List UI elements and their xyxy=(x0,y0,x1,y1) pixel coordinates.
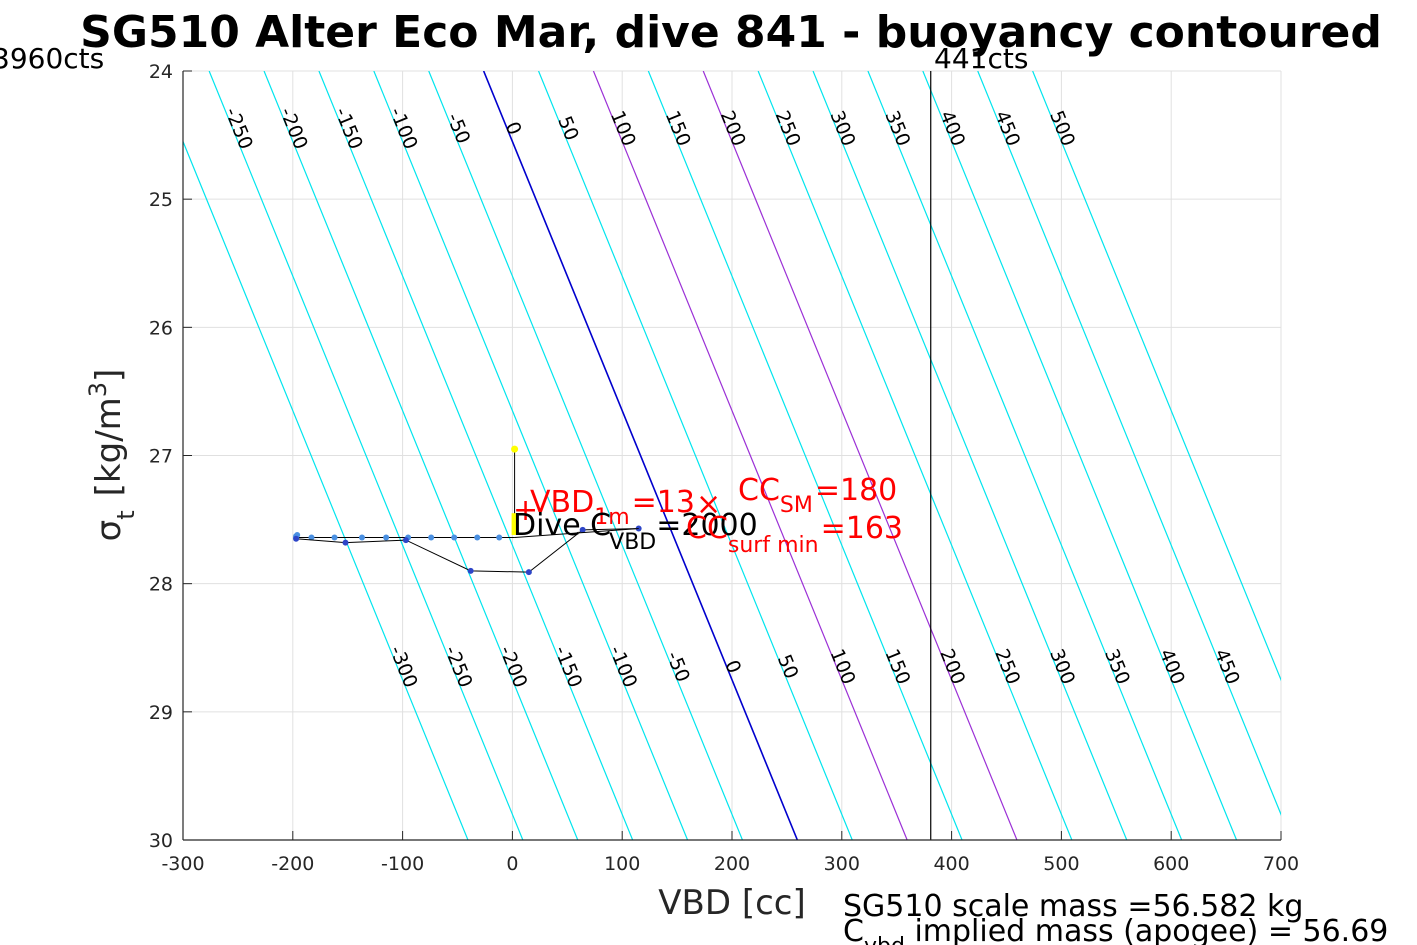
cc-sm-marker: × xyxy=(696,487,721,522)
cc-surf-value: =163 xyxy=(821,511,903,546)
y-axis-label-text: σt [kg/m3] xyxy=(84,369,140,542)
dive-point xyxy=(428,534,435,541)
x-tick-label: 0 xyxy=(506,853,518,875)
x-tick-label: 200 xyxy=(714,853,750,875)
left-counts-label: 3960cts xyxy=(0,42,104,75)
climb-point xyxy=(293,535,300,542)
right-counts-label: 441cts xyxy=(934,42,1028,75)
x-axis-label: VBD [cc] xyxy=(658,883,806,923)
x-tick-label: -300 xyxy=(161,853,204,875)
cc-sm-annotation: CCSM=180 xyxy=(738,473,897,518)
vbd-sub: 1m xyxy=(594,505,629,530)
climb-point xyxy=(467,567,474,574)
dive-point xyxy=(474,534,481,541)
apogee-connector xyxy=(514,528,639,539)
contour-line xyxy=(977,71,1281,816)
contour-line xyxy=(702,71,1018,840)
vbd-marker-plus: + xyxy=(513,493,538,528)
axes xyxy=(182,70,1282,841)
cc-sm-sub: SM xyxy=(780,493,813,518)
x-tick-label: 400 xyxy=(933,853,969,875)
surface-point xyxy=(511,445,519,453)
contour-line xyxy=(1032,71,1281,682)
y-tick-label: 25 xyxy=(149,189,173,211)
surface-marker xyxy=(511,513,518,535)
x-tick-label: -200 xyxy=(271,853,314,875)
dive-point xyxy=(331,534,338,541)
dive-point xyxy=(308,534,315,541)
y-tick-label: 30 xyxy=(149,830,173,852)
annotations: + VBD1m=13 Dive CVBD=2000 × CCSM=180 CCs… xyxy=(513,473,903,558)
implied-mass-text: Cvbd implied mass (apogee) = 56.69 xyxy=(843,914,1388,945)
grid xyxy=(182,70,1282,841)
dive-point xyxy=(496,534,503,541)
climb-point xyxy=(342,539,349,546)
contour-line xyxy=(647,71,963,840)
implied-mass-sub: vbd xyxy=(864,934,905,945)
implied-mass-prefix: C xyxy=(843,914,864,945)
vbd-value: =13 xyxy=(632,485,695,520)
vbd-1m-annotation: VBD1m=13 xyxy=(530,485,695,530)
cc-surf-sub: surf min xyxy=(728,533,819,558)
y-axis-sigma-sub: t xyxy=(112,510,140,519)
dive-point xyxy=(451,534,458,541)
x-tick-label: -100 xyxy=(381,853,424,875)
chart-title: SG510 Alter Eco Mar, dive 841 - buoyancy… xyxy=(80,7,1382,58)
y-tick-label: 24 xyxy=(149,61,173,83)
y-tick-label: 27 xyxy=(149,446,173,468)
y-axis-unit-close: ] xyxy=(89,369,129,382)
y-tick-label: 26 xyxy=(149,317,173,339)
contour-line xyxy=(428,71,744,840)
dive-point xyxy=(358,534,365,541)
implied-mass-rest: implied mass (apogee) = 56.69 xyxy=(905,914,1389,945)
climb-point xyxy=(402,537,409,544)
dive-c-value: =2000 xyxy=(656,508,757,543)
contour-line xyxy=(867,71,1183,840)
y-axis-sigma: σ xyxy=(89,520,129,542)
contour-line xyxy=(263,71,579,840)
y-axis-unit: [kg/m xyxy=(89,397,129,496)
cc-surf-label: CC xyxy=(686,511,728,546)
cc-sm-label: CC xyxy=(738,473,780,508)
tick-labels: -300 -200 -100 0 100 200 300 400 500 600 700 24 25 26… xyxy=(149,61,1299,875)
x-tick-label: 100 xyxy=(604,853,640,875)
cc-surf-annotation: CCsurf min=163 xyxy=(686,511,903,558)
climb-point xyxy=(525,569,532,576)
cc-sm-value: =180 xyxy=(815,473,897,508)
y-axis-label: σt [kg/m3] xyxy=(84,369,140,542)
x-tick-label: 500 xyxy=(1043,853,1079,875)
scale-mass-text: SG510 scale mass =56.582 kg xyxy=(843,889,1303,924)
x-tick-label: 700 xyxy=(1263,853,1299,875)
contour-line xyxy=(537,71,853,840)
contour-line xyxy=(757,71,1073,840)
y-tick-label: 28 xyxy=(149,574,173,596)
contour-line xyxy=(318,71,634,840)
contour-line xyxy=(922,71,1238,840)
contour-line xyxy=(482,71,799,840)
contour-line xyxy=(812,71,1128,840)
y-axis-unit-sup: 3 xyxy=(84,382,112,397)
contour-line xyxy=(183,139,469,840)
contour-line xyxy=(592,71,908,840)
vbd-label: VBD xyxy=(530,485,594,520)
dive-c-label: Dive C xyxy=(513,508,611,543)
dive-c-vbd-annotation: Dive CVBD=2000 xyxy=(513,508,758,555)
climb-point xyxy=(579,526,586,533)
x-tick-label: 600 xyxy=(1153,853,1189,875)
contour-lines xyxy=(183,71,1281,840)
y-tick-label: 29 xyxy=(149,702,173,724)
x-tick-label: 300 xyxy=(824,853,860,875)
contour-line xyxy=(373,71,689,840)
dive-traces xyxy=(293,445,642,576)
dive-c-sub: VBD xyxy=(609,530,656,555)
contour-line xyxy=(208,71,524,840)
dive-point xyxy=(383,534,390,541)
